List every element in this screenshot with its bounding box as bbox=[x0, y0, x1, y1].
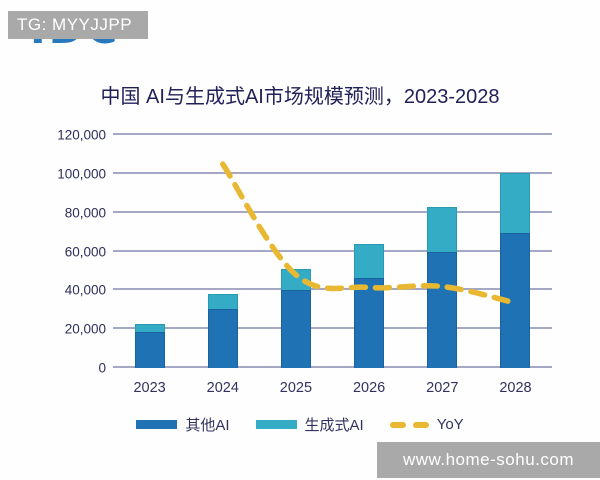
bar-segment-other-ai bbox=[427, 252, 458, 368]
bar-group-2024 bbox=[207, 135, 238, 368]
yoy-line bbox=[220, 161, 519, 306]
legend-swatch-other-ai bbox=[136, 420, 178, 429]
bar-segment-other-ai bbox=[134, 332, 165, 368]
bar-segment-gen-ai bbox=[134, 324, 165, 333]
y-tick-label: 120,000 bbox=[57, 127, 106, 143]
yoy-dashed-path bbox=[220, 161, 519, 306]
bar-group-2027 bbox=[427, 135, 458, 368]
yoy-dash-icon bbox=[412, 421, 429, 428]
gridline bbox=[113, 366, 552, 368]
legend: 其他AI 生成式AI YoY bbox=[0, 414, 600, 435]
gridline bbox=[113, 133, 552, 135]
site-watermark: www.home-sohu.com bbox=[377, 442, 600, 478]
y-tick-label: 20,000 bbox=[64, 321, 106, 337]
bar-segment-gen-ai bbox=[354, 243, 385, 278]
chart-title: 中国 AI与生成式AI市场规模预测，2023-2028 bbox=[100, 86, 500, 108]
gridline bbox=[113, 249, 552, 252]
yoy-dash-icon bbox=[389, 421, 406, 428]
bar-group-2026 bbox=[354, 135, 385, 368]
telegram-watermark: TG: MYYJJPP bbox=[8, 11, 148, 39]
gridline bbox=[113, 171, 552, 174]
legend-item-yoy: YoY bbox=[389, 416, 464, 433]
bar-segment-other-ai bbox=[280, 290, 311, 368]
gridline bbox=[113, 327, 552, 330]
bar-group-2023 bbox=[134, 135, 165, 368]
x-tick-label: 2028 bbox=[499, 380, 532, 396]
x-tick-label: 2024 bbox=[206, 380, 239, 396]
legend-label-yoy: YoY bbox=[436, 416, 464, 433]
legend-label-other-ai: 其他AI bbox=[185, 417, 230, 434]
x-tick-label: 2027 bbox=[426, 380, 459, 396]
bar-group-2025 bbox=[280, 135, 311, 368]
y-axis-labels: 0 20,000 40,000 60,000 80,000 100,000 120,000 bbox=[18, 128, 106, 376]
bar-segment-gen-ai bbox=[427, 206, 458, 253]
y-tick-label: 0 bbox=[98, 360, 106, 376]
bar-segment-other-ai bbox=[207, 308, 238, 368]
bar-segment-gen-ai bbox=[207, 294, 238, 309]
legend-item-gen-ai: 生成式AI bbox=[255, 414, 364, 435]
legend-label-gen-ai: 生成式AI bbox=[304, 417, 364, 434]
bar-segment-other-ai bbox=[354, 277, 385, 368]
x-axis-labels: 2023 2024 2025 2026 2027 2028 bbox=[113, 380, 552, 396]
legend-item-other-ai: 其他AI bbox=[136, 414, 230, 435]
y-tick-label: 60,000 bbox=[64, 244, 106, 259]
y-tick-label: 40,000 bbox=[64, 282, 106, 298]
bar-group-2028 bbox=[500, 135, 531, 368]
bar-series bbox=[113, 135, 552, 368]
y-tick-label: 100,000 bbox=[57, 166, 106, 182]
bar-segment-gen-ai bbox=[280, 269, 311, 291]
legend-swatch-gen-ai bbox=[255, 420, 297, 429]
legend-swatch-yoy bbox=[389, 421, 429, 428]
gridline bbox=[113, 210, 552, 213]
x-tick-label: 2025 bbox=[279, 380, 313, 396]
x-tick-label: 2026 bbox=[352, 380, 386, 396]
bar-segment-gen-ai bbox=[500, 172, 531, 234]
y-tick-label: 80,000 bbox=[64, 205, 106, 221]
x-tick-label: 2023 bbox=[133, 380, 166, 396]
chart-area bbox=[113, 133, 552, 368]
